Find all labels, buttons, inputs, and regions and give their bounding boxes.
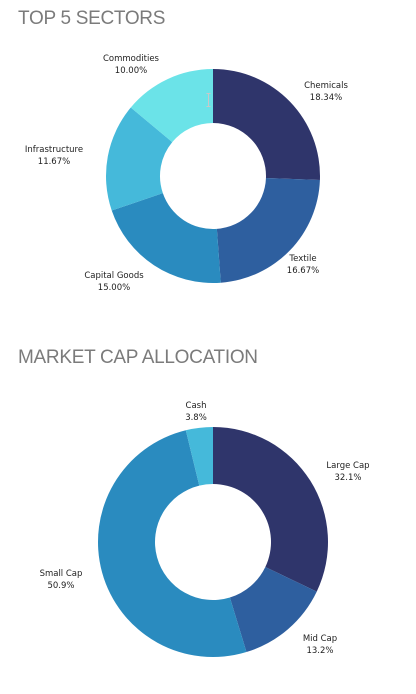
slice-value-small-cap: 50.9% [47, 581, 74, 591]
slice-label-mid-cap: Mid Cap [303, 634, 337, 644]
slice-value-cash: 3.8% [185, 413, 207, 423]
slice-value-large-cap: 32.1% [334, 473, 361, 483]
slice-small-cap [97, 430, 247, 657]
slice-label-small-cap: Small Cap [40, 569, 83, 579]
slice-label-capital-goods: Capital Goods [84, 271, 144, 281]
slice-label-chemicals: Chemicals [304, 81, 348, 91]
slice-label-textile: Textile [288, 254, 316, 264]
slice-value-capital-goods: 15.00% [98, 283, 130, 293]
slice-value-infrastructure: 11.67% [38, 157, 70, 167]
slice-commodities [130, 69, 213, 143]
slice-label-commodities: Commodities [103, 54, 160, 64]
slice-cash [185, 427, 213, 486]
slice-label-infrastructure: Infrastructure [25, 145, 83, 155]
sectors-chart-title: TOP 5 SECTORS [18, 8, 166, 29]
slice-infrastructure [105, 107, 173, 211]
market-cap-chart-title: MARKET CAP ALLOCATION [18, 347, 258, 368]
slice-value-mid-cap: 13.2% [306, 646, 333, 656]
slice-value-chemicals: 18.34% [310, 93, 342, 103]
slice-value-textile: 16.67% [287, 266, 319, 276]
market-cap-donut-chart: Large Cap 32.1% Mid Cap 13.2% Small Cap 50.9%… [40, 401, 370, 657]
slice-label-large-cap: Large Cap [326, 461, 369, 471]
sectors-donut-chart: Chemicals 18.34% Textile 16.67% Capital Good… [25, 54, 349, 293]
slice-large-cap [213, 427, 328, 592]
slice-label-cash: Cash [186, 401, 207, 411]
slice-mid-cap [229, 567, 317, 653]
slice-textile [216, 177, 320, 283]
slice-chemicals [213, 69, 320, 180]
slice-value-commodities: 10.00% [115, 66, 147, 76]
slice-capital-goods [111, 193, 221, 283]
